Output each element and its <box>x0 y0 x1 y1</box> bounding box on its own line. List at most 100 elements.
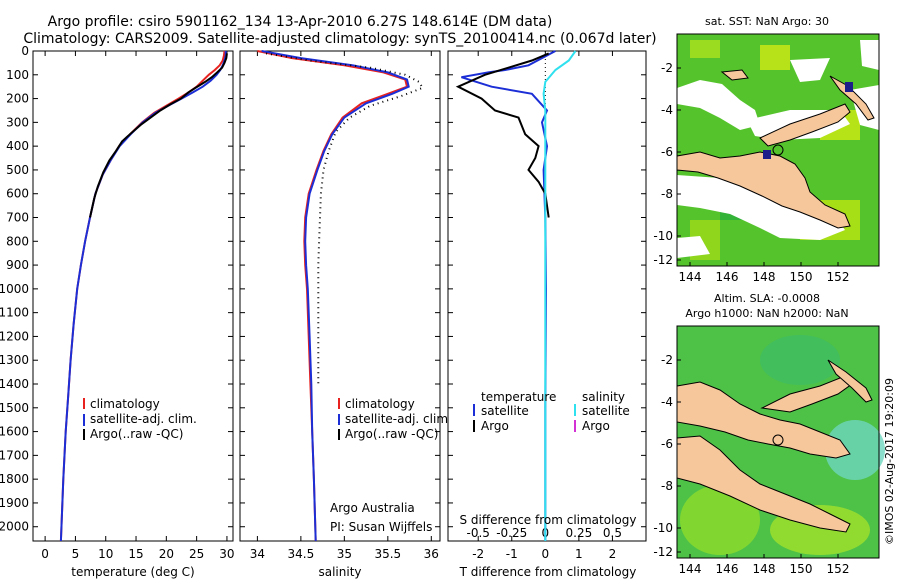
map-y-tick-label: -10 <box>653 521 673 535</box>
series-argo-raw-qc <box>89 53 228 218</box>
imos-credit: ©IMOS 02-Aug-2017 19:20:09 <box>883 378 896 545</box>
x-tick-label: 36 <box>424 547 439 561</box>
x-tick-label: 0 <box>41 547 49 561</box>
legend-s-satellite: satellite <box>582 404 630 418</box>
temperature-panel: 0100200300400500600700800900100011001200… <box>0 44 235 579</box>
map-y-tick-label: -4 <box>661 103 673 117</box>
legend-climatology: climatology <box>90 397 160 411</box>
map-y-tick-label: -2 <box>661 61 673 75</box>
legend-satellite: satellite-adj. clim. <box>345 412 452 426</box>
y-tick-label: 1800 <box>0 472 29 486</box>
land-new-guinea <box>676 381 851 459</box>
y-tick-label: 800 <box>6 234 29 248</box>
land-new-guinea <box>676 151 851 229</box>
series-salinity-satellite <box>542 50 577 541</box>
map-x-tick-label: 152 <box>827 562 850 576</box>
sla-map-frame <box>676 325 880 559</box>
map-y-tick-label: -10 <box>653 229 673 243</box>
y-tick-label: 100 <box>6 68 29 82</box>
salinity-xlabel: salinity <box>318 565 361 579</box>
salinity-axes-frame <box>239 50 441 542</box>
map-y-tick-label: -6 <box>661 145 673 159</box>
y-tick-label: 1500 <box>0 401 29 415</box>
x-tick-label: 10 <box>98 547 113 561</box>
map-x-tick-label: 148 <box>753 562 776 576</box>
map-x-tick-label: 144 <box>679 562 702 576</box>
map-y-tick-label: -12 <box>653 253 673 267</box>
land-island <box>720 69 749 81</box>
sla-anomaly <box>680 485 760 555</box>
x-tick-label: 35 <box>337 547 352 561</box>
legend-argo: Argo(..raw -QC) <box>345 427 438 441</box>
map-x-tick-label: 146 <box>716 270 739 284</box>
temperature-legend: climatology satellite-adj. clim. Argo(..… <box>83 397 197 441</box>
y-tick-label: 0 <box>21 44 29 58</box>
map-y-tick-label: -8 <box>661 479 673 493</box>
y-tick-label: 500 <box>6 163 29 177</box>
credit-pi: PI: Susan Wijffels <box>330 520 432 534</box>
x-tick-label: 15 <box>128 547 143 561</box>
legend-climatology: climatology <box>345 397 415 411</box>
y-tick-label: 1900 <box>0 496 29 510</box>
salinity-panel: 34 34.5 35 35.5 36 salinity climatology sate… <box>239 50 452 579</box>
sst-map-title: sat. SST: NaN Argo: 30 <box>705 15 829 28</box>
map-x-tick-label: 144 <box>679 270 702 284</box>
salinity-ticks: 34 34.5 35 35.5 36 <box>240 50 440 561</box>
salinity-series <box>257 50 425 542</box>
header-line1: Argo profile: csiro 5901162_134 13-Apr-2… <box>48 14 553 30</box>
sst-missing <box>677 236 710 258</box>
map-y-tick-label: -6 <box>661 437 673 451</box>
sst-missing <box>790 58 830 82</box>
sst-missing <box>677 175 845 240</box>
y-tick-label: 1700 <box>0 448 29 462</box>
x-tick-label: 5 <box>72 547 80 561</box>
y-tick-label: 900 <box>6 258 29 272</box>
map-x-tick-label: 148 <box>753 270 776 284</box>
y-tick-label: 1100 <box>0 306 29 320</box>
sla-map-title2: Argo h1000: NaN h2000: NaN <box>685 307 848 320</box>
y-tick-label: 1600 <box>0 425 29 439</box>
x-tick-label: 25 <box>189 547 204 561</box>
y-tick-label: 1200 <box>0 329 29 343</box>
map-x-tick-label: 150 <box>790 562 813 576</box>
y-tick-label: 700 <box>6 211 29 225</box>
x-tick-label: -1 <box>506 547 518 561</box>
sst-patch <box>690 40 720 58</box>
legend-satellite: satellite-adj. clim. <box>90 412 197 426</box>
s-tick-label: 0.25 <box>566 526 593 540</box>
temperature-x-ticks: 0 5 10 15 20 25 30 <box>33 50 235 561</box>
x-tick-label: 34.5 <box>288 547 315 561</box>
argo-location-marker <box>772 434 784 446</box>
y-tick-label: 600 <box>6 187 29 201</box>
difference-panel: -2 -1 0 1 2-0.5 -0.25 0 0.25 0.5 S difference fr… <box>447 50 647 579</box>
legend-s-argo: Argo <box>582 419 610 433</box>
sst-cold-cell <box>845 82 853 92</box>
y-tick-label: 2000 <box>0 520 29 534</box>
series-temperature-argo <box>455 52 550 218</box>
argo-location-marker <box>772 144 784 156</box>
difference-axes-frame <box>447 50 647 542</box>
map-y-tick-label: -12 <box>653 545 673 559</box>
legend-t-argo: Argo <box>481 419 509 433</box>
depth-ticks: 0 100 200 300 400 500 600 700 800 900 1000 1100 1200… <box>0 44 29 534</box>
land-new-britain <box>759 103 851 147</box>
y-tick-label: 300 <box>6 115 29 129</box>
y-tick-label: 400 <box>6 139 29 153</box>
x-tick-label: 34 <box>250 547 265 561</box>
temperature-series <box>59 50 228 542</box>
temperature-xlabel: temperature (deg C) <box>71 565 194 579</box>
sla-map-ticks: 144 146 148 150 152 -2 -4 -6 -8 -10 -12 <box>653 353 849 576</box>
s-tick-label: -0.25 <box>496 526 527 540</box>
sst-map-frame <box>676 33 880 267</box>
legend-temperature-title: temperature <box>481 390 556 404</box>
sst-map-ticks: 144 146 148 150 152 -2 -4 -6 -8 -10 -12 <box>653 61 849 284</box>
t-diff-xlabel: T difference from climatology <box>459 565 637 579</box>
sla-map-title1: Altim. SLA: -0.0008 <box>714 292 820 305</box>
x-tick-label: 0 <box>542 547 550 561</box>
y-tick-label: 1300 <box>0 353 29 367</box>
x-tick-label: 1 <box>575 547 583 561</box>
map-y-tick-label: -8 <box>661 187 673 201</box>
x-tick-label: 2 <box>609 547 617 561</box>
map-x-tick-label: 146 <box>716 562 739 576</box>
